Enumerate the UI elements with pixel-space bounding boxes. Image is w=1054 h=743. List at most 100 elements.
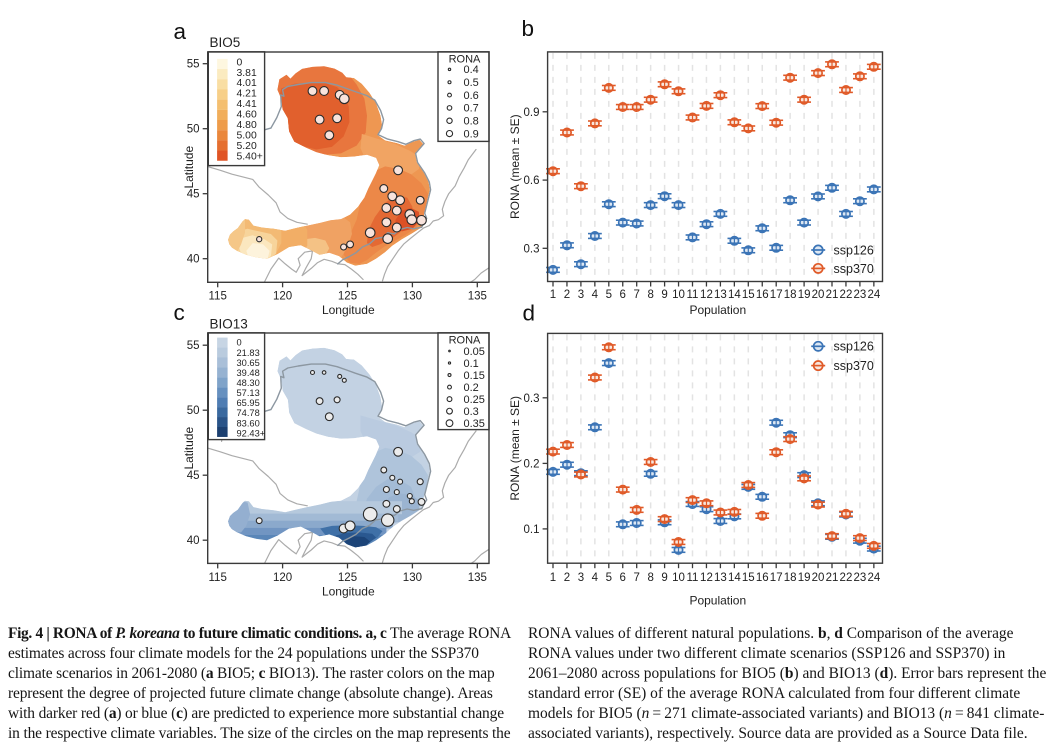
svg-text:0.3: 0.3 xyxy=(524,393,540,405)
svg-text:RONA (mean ± SE): RONA (mean ± SE) xyxy=(508,396,522,501)
svg-text:45: 45 xyxy=(187,470,200,482)
svg-text:18: 18 xyxy=(784,289,797,301)
svg-text:4.21: 4.21 xyxy=(237,89,257,100)
svg-text:4.80: 4.80 xyxy=(237,120,257,131)
svg-text:23: 23 xyxy=(854,289,867,301)
svg-text:3.81: 3.81 xyxy=(237,68,257,79)
svg-text:45: 45 xyxy=(187,189,200,201)
svg-text:0.5: 0.5 xyxy=(464,77,479,89)
svg-text:5.20: 5.20 xyxy=(237,141,257,152)
svg-text:40: 40 xyxy=(187,535,200,547)
svg-text:0: 0 xyxy=(237,57,243,68)
svg-text:0.8: 0.8 xyxy=(464,116,479,128)
svg-text:ssp126: ssp126 xyxy=(834,243,874,257)
svg-text:0.05: 0.05 xyxy=(464,346,485,358)
svg-text:11: 11 xyxy=(687,572,699,584)
svg-text:5: 5 xyxy=(606,289,612,301)
svg-text:40: 40 xyxy=(187,254,200,266)
svg-text:50: 50 xyxy=(187,405,200,417)
svg-text:Latitude: Latitude xyxy=(182,427,196,470)
svg-text:10: 10 xyxy=(672,572,685,584)
svg-text:65.95: 65.95 xyxy=(237,398,260,408)
svg-text:Population: Population xyxy=(689,594,746,608)
svg-text:2: 2 xyxy=(564,289,570,301)
svg-text:14: 14 xyxy=(728,572,741,584)
svg-text:20: 20 xyxy=(812,289,825,301)
svg-text:23: 23 xyxy=(854,572,867,584)
svg-text:19: 19 xyxy=(798,289,811,301)
svg-text:RONA: RONA xyxy=(449,335,481,347)
svg-text:d: d xyxy=(523,301,536,326)
svg-text:9: 9 xyxy=(661,572,667,584)
svg-text:0.15: 0.15 xyxy=(464,370,485,382)
svg-text:21.83: 21.83 xyxy=(237,348,260,358)
svg-text:115: 115 xyxy=(209,572,227,584)
svg-text:50: 50 xyxy=(187,124,200,136)
svg-text:7: 7 xyxy=(633,572,639,584)
svg-text:12: 12 xyxy=(700,572,713,584)
svg-text:92.43+: 92.43+ xyxy=(237,428,266,438)
svg-text:115: 115 xyxy=(209,291,227,303)
svg-text:13: 13 xyxy=(714,289,727,301)
svg-text:120: 120 xyxy=(273,291,292,303)
svg-text:120: 120 xyxy=(273,572,292,584)
svg-text:0.9: 0.9 xyxy=(524,107,540,119)
svg-text:9: 9 xyxy=(661,289,667,301)
svg-text:0.4: 0.4 xyxy=(464,64,479,76)
svg-text:0.2: 0.2 xyxy=(464,382,479,394)
svg-text:ssp126: ssp126 xyxy=(834,340,874,354)
svg-text:15: 15 xyxy=(742,572,755,584)
svg-text:18: 18 xyxy=(784,572,797,584)
svg-text:6: 6 xyxy=(620,572,626,584)
svg-text:20: 20 xyxy=(812,572,825,584)
svg-text:135: 135 xyxy=(468,572,487,584)
svg-text:0.25: 0.25 xyxy=(464,394,485,406)
svg-text:ssp370: ssp370 xyxy=(834,262,874,276)
svg-text:125: 125 xyxy=(338,572,357,584)
svg-text:11: 11 xyxy=(687,289,699,301)
svg-text:0.7: 0.7 xyxy=(464,103,479,115)
svg-text:Latitude: Latitude xyxy=(182,146,196,189)
svg-text:Population: Population xyxy=(689,303,746,317)
svg-text:3: 3 xyxy=(578,572,584,584)
svg-text:130: 130 xyxy=(403,572,422,584)
svg-text:57.13: 57.13 xyxy=(237,388,260,398)
svg-text:125: 125 xyxy=(338,291,357,303)
svg-text:c: c xyxy=(174,300,185,325)
svg-text:3: 3 xyxy=(578,289,584,301)
svg-text:6: 6 xyxy=(620,289,626,301)
svg-text:39.48: 39.48 xyxy=(237,368,260,378)
svg-text:0.9: 0.9 xyxy=(464,128,479,140)
svg-text:22: 22 xyxy=(840,289,853,301)
svg-text:0.1: 0.1 xyxy=(524,524,540,536)
svg-text:74.78: 74.78 xyxy=(237,408,260,418)
svg-text:0.2: 0.2 xyxy=(524,458,540,470)
svg-text:0.35: 0.35 xyxy=(464,418,485,430)
svg-text:22: 22 xyxy=(840,572,853,584)
svg-text:30.65: 30.65 xyxy=(237,358,260,368)
svg-text:1: 1 xyxy=(550,572,556,584)
svg-text:55: 55 xyxy=(187,59,200,71)
svg-text:4: 4 xyxy=(592,572,599,584)
svg-text:RONA (mean ± SE): RONA (mean ± SE) xyxy=(508,114,522,219)
svg-text:10: 10 xyxy=(672,289,685,301)
svg-text:0.6: 0.6 xyxy=(464,90,479,102)
svg-text:ssp370: ssp370 xyxy=(834,359,874,373)
svg-text:24: 24 xyxy=(867,289,880,301)
svg-text:13: 13 xyxy=(714,572,727,584)
svg-text:14: 14 xyxy=(728,289,741,301)
svg-text:7: 7 xyxy=(633,289,639,301)
svg-text:5.40+: 5.40+ xyxy=(237,152,263,163)
svg-text:Longitude: Longitude xyxy=(322,303,375,317)
svg-text:21: 21 xyxy=(826,572,839,584)
svg-text:15: 15 xyxy=(742,289,755,301)
svg-text:0: 0 xyxy=(237,338,242,348)
svg-text:BIO5: BIO5 xyxy=(210,35,241,50)
svg-text:4.01: 4.01 xyxy=(237,78,257,89)
svg-text:5: 5 xyxy=(606,572,612,584)
svg-text:8: 8 xyxy=(647,289,653,301)
svg-text:5.00: 5.00 xyxy=(237,131,257,142)
svg-text:16: 16 xyxy=(756,289,769,301)
svg-text:83.60: 83.60 xyxy=(237,418,260,428)
svg-text:24: 24 xyxy=(867,572,880,584)
